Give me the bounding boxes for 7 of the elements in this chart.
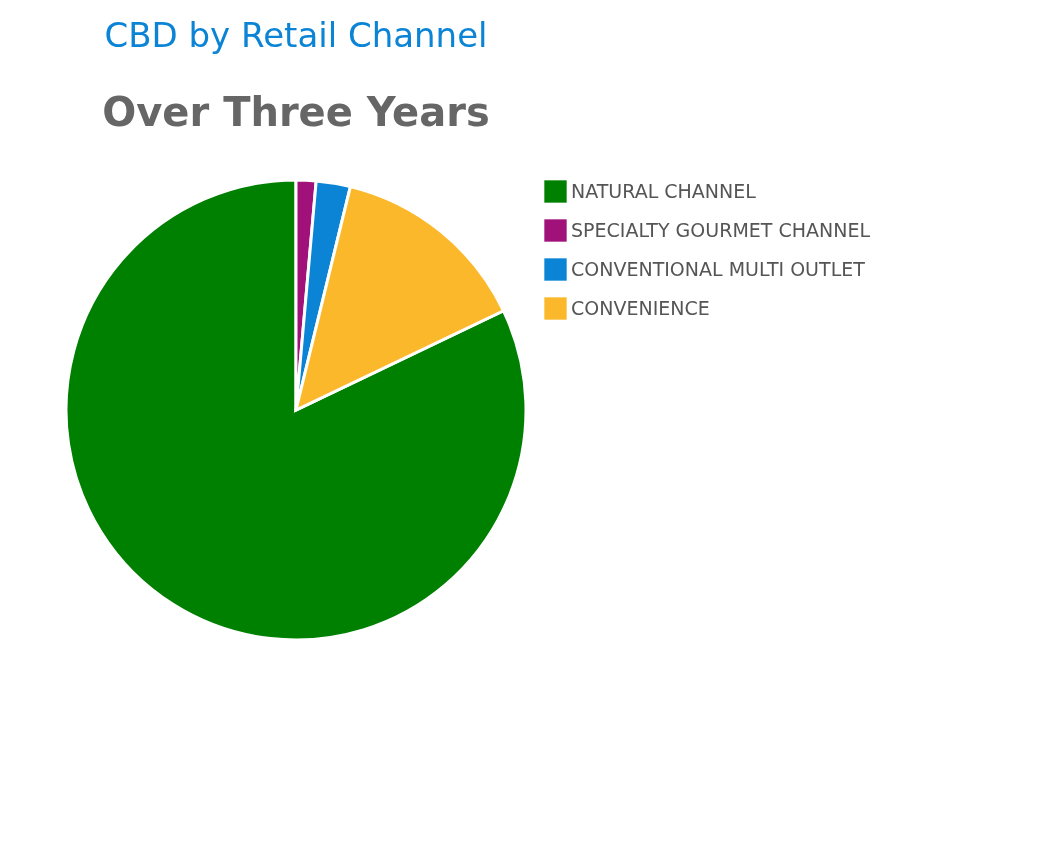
pie-slice: [64, 178, 528, 642]
legend-label: CONVENIENCE: [571, 296, 710, 319]
legend-label: NATURAL CHANNEL: [571, 179, 757, 202]
chart-subtitle: Over Three Years: [102, 89, 490, 135]
legend-label: CONVENTIONAL MULTI OUTLET: [571, 257, 866, 280]
legend-label: SPECIALTY GOURMET CHANNEL: [571, 218, 871, 241]
chart-title: CBD by Retail Channel: [104, 15, 488, 55]
